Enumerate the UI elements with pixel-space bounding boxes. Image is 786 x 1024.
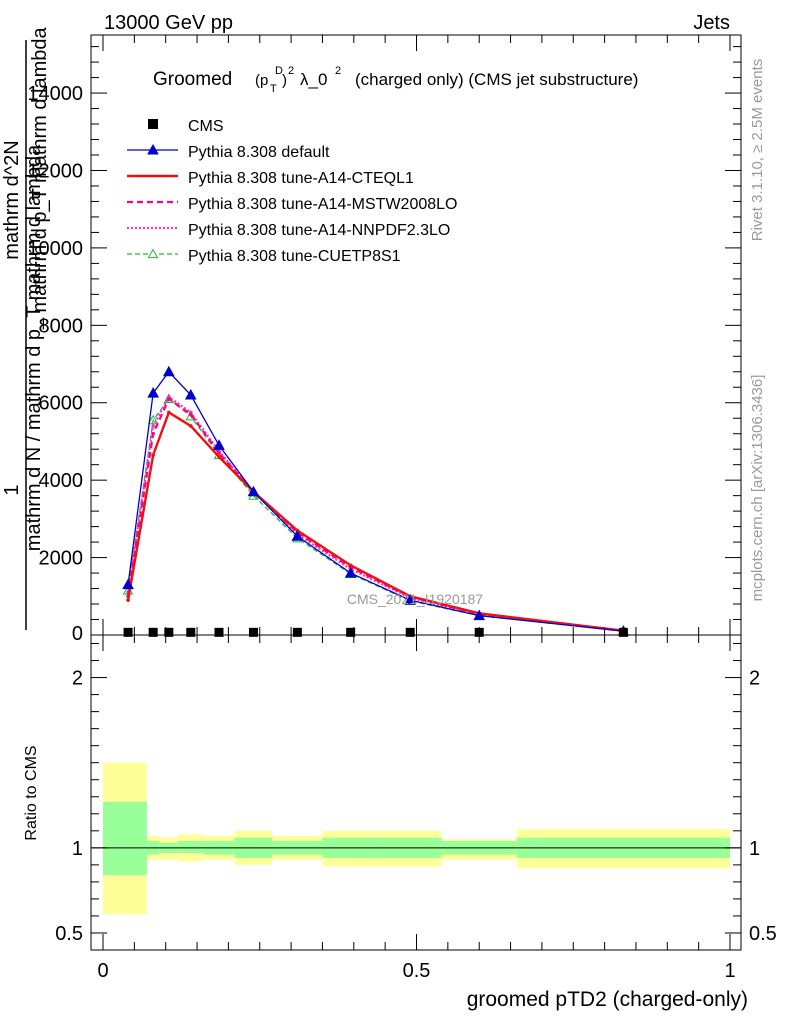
series-point <box>291 530 304 541</box>
title-rest: (charged only) (CMS jet substructure) <box>355 70 638 89</box>
series-point <box>167 410 171 415</box>
title-p-sup: D <box>275 65 283 77</box>
series-point <box>217 455 221 459</box>
legend-label-nnpdf: Pythia 8.308 tune-A14-NNPDF2.3LO <box>188 222 450 239</box>
title-p: (p <box>255 72 268 89</box>
ratio-ylabel: Ratio to CMS <box>23 745 40 840</box>
y-tick-label: 2000 <box>39 548 84 570</box>
cms-data-point <box>292 627 302 637</box>
series-point <box>247 485 260 497</box>
legend-label-mstw: Pythia 8.308 tune-A14-MSTW2008LO <box>188 196 457 213</box>
ratio-y-tick-label-right: 0.5 <box>749 923 777 945</box>
mcplots-label: mcplots.cern.ch [arXiv:1306.3436] <box>749 375 766 602</box>
series-point <box>122 578 134 590</box>
cms-data-point <box>474 627 484 637</box>
series-point <box>188 412 193 417</box>
ratio-y-tick-label: 2 <box>72 668 83 690</box>
cms-data-point <box>186 627 196 637</box>
legend: CMS Pythia 8.308 default Pythia 8.308 tu… <box>127 118 457 265</box>
y-tick-label: 6000 <box>39 393 84 415</box>
ratio-y-tick-label: 0.5 <box>55 923 83 945</box>
title-close: ) <box>282 72 287 89</box>
ylabel-frac-num: mathrm d^2N <box>1 140 23 259</box>
legend-marker <box>147 143 159 155</box>
cms-data-point <box>148 627 158 637</box>
series-point <box>147 387 160 398</box>
uncertainty-band-inner <box>178 841 204 853</box>
series-point <box>184 388 197 400</box>
ylabel-main: mathrm d N / mathrm d p_T mathrm d lambd… <box>23 144 45 551</box>
series-point <box>404 594 417 605</box>
legend-label-default: Pythia 8.308 default <box>188 144 330 161</box>
series-point <box>126 598 130 602</box>
header-right: Jets <box>693 12 730 34</box>
y-tick-label: 14000 <box>27 83 83 105</box>
cms-data-point <box>618 627 628 637</box>
series-point <box>151 453 155 457</box>
y-tick-label: 4000 <box>39 470 84 492</box>
legend-marker <box>147 248 159 259</box>
cms-data-point <box>164 627 174 637</box>
x-tick-label: 0.5 <box>403 960 431 982</box>
chart-title: Groomed (p T D ) 2 λ_0 2 (charged only) … <box>153 65 638 95</box>
cms-data-point <box>346 627 356 637</box>
y-tick-label: 12000 <box>27 160 83 182</box>
cms-data-point <box>248 627 258 637</box>
series-point <box>167 397 171 401</box>
title-p-sub: T <box>270 83 277 95</box>
watermark: CMS_2021_I1920187 <box>347 591 483 607</box>
title-lambda: λ_0 <box>300 70 327 89</box>
series-point <box>147 414 159 425</box>
series-point <box>188 424 193 428</box>
legend-label-cms: CMS <box>188 118 224 135</box>
rivet-label: Rivet 3.1.10, ≥ 2.5M events <box>749 59 766 242</box>
uncertainty-band-inner <box>103 801 147 876</box>
x-axis-label: groomed pTD2 (charged-only) <box>467 988 748 1011</box>
series-point <box>348 563 353 568</box>
title-sq: 2 <box>288 65 294 77</box>
y-tick-label-zero: 0 <box>72 623 83 645</box>
title-main: Groomed <box>153 69 232 90</box>
y-tick-label: 8000 <box>39 315 84 337</box>
ratio-y-tick-label: 1 <box>72 838 83 860</box>
cms-data-point <box>405 627 415 637</box>
header-left: 13000 GeV pp <box>104 12 233 34</box>
title-sq-2: 2 <box>335 65 341 77</box>
series-point <box>213 439 225 450</box>
series-point <box>473 609 486 621</box>
ylabel-one: 1 <box>1 484 23 495</box>
series-point <box>217 451 221 455</box>
x-tick-label: 1 <box>724 960 735 982</box>
series-point <box>344 567 357 578</box>
series-point <box>151 424 155 428</box>
legend-label-cteql1: Pythia 8.308 tune-A14-CTEQL1 <box>188 170 414 187</box>
ratio-panel: 0.5 0.5 1 1 2 2 0 0.5 1 <box>55 634 777 982</box>
legend-marker-cms <box>148 119 158 129</box>
ratio-y-tick-label-right: 2 <box>749 668 760 690</box>
cms-data-point <box>214 627 224 637</box>
ratio-y-tick-label-right: 1 <box>749 838 760 860</box>
y-tick-label: 10000 <box>27 238 83 260</box>
legend-label-cuetp8s1: Pythia 8.308 tune-CUETP8S1 <box>188 248 401 265</box>
series-point <box>151 431 155 436</box>
bottom-frame <box>90 634 742 951</box>
top-y-label: mathrm d N / mathrm d p_T mathrm d lambd… <box>1 26 51 630</box>
series-point <box>162 365 175 377</box>
cms-data-point <box>123 627 133 637</box>
ylabel-frac-den: mathrm d p_T mathrm d lambda <box>29 26 51 312</box>
x-tick-label: 0 <box>97 960 108 982</box>
top-series <box>122 365 630 637</box>
